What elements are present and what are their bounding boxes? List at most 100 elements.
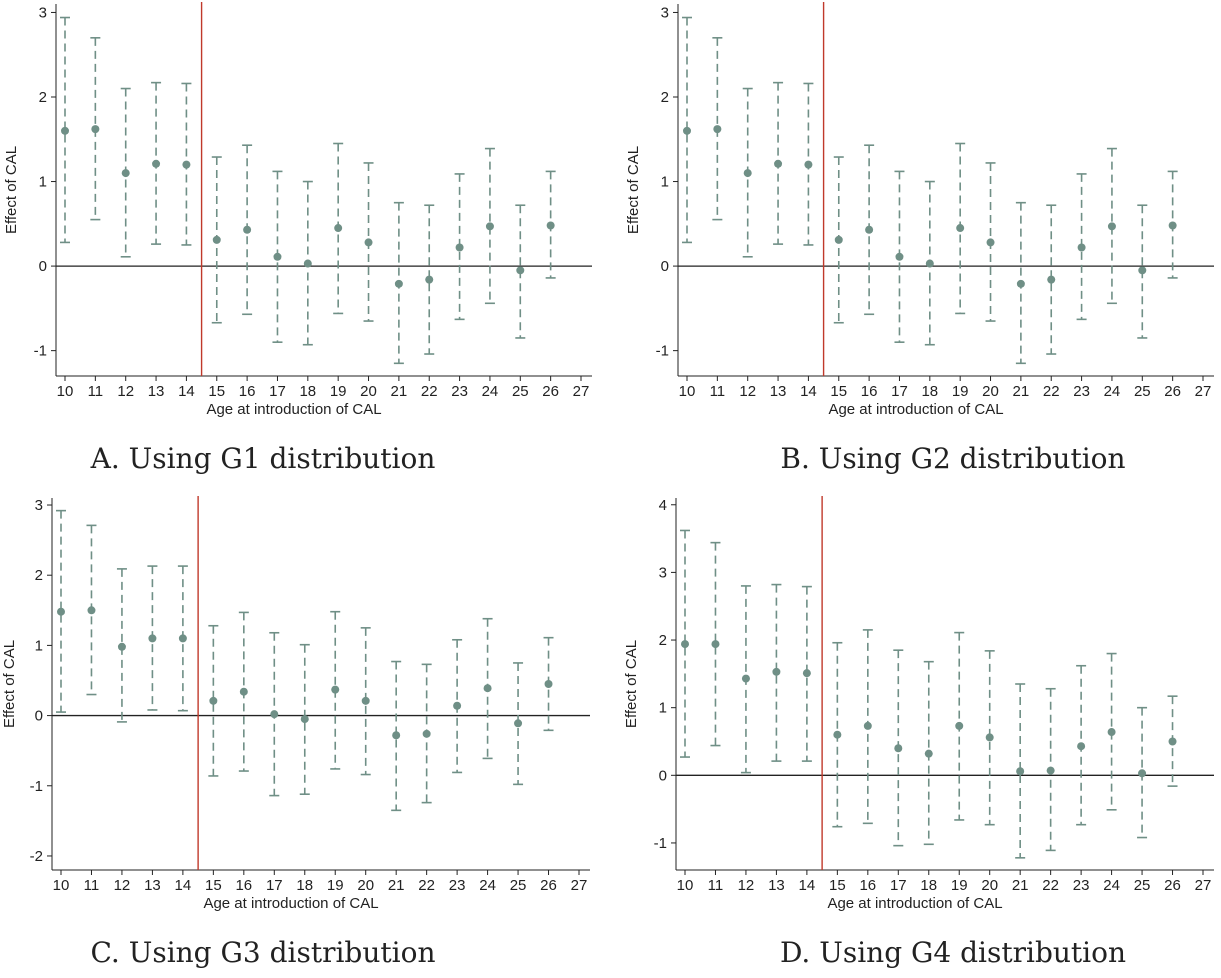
x-tick-label-d: 15: [829, 877, 846, 894]
x-tick-label-b: 13: [770, 383, 787, 400]
y-tick-label-b: 2: [661, 89, 669, 106]
x-tick-label-a: 21: [391, 383, 408, 400]
point-estimate-c: [239, 687, 248, 696]
point-estimate-b: [1168, 221, 1177, 230]
x-tick-label-d: 18: [920, 877, 937, 894]
y-tick-label-c: -1: [30, 778, 43, 795]
x-tick-label-d: 16: [859, 877, 876, 894]
point-estimate-a: [516, 266, 525, 275]
caption-a: A. Using G1 distribution: [90, 442, 436, 475]
point-estimate-d: [894, 744, 903, 753]
x-tick-label-d: 21: [1012, 877, 1029, 894]
x-tick-label-a: 18: [299, 383, 316, 400]
caption-b: B. Using G2 distribution: [780, 442, 1125, 475]
x-tick-label-c: 15: [205, 877, 222, 894]
x-tick-label-a: 14: [178, 383, 195, 400]
point-estimate-b: [895, 252, 904, 261]
point-estimate-b: [683, 126, 691, 135]
point-estimate-a: [121, 169, 130, 178]
x-tick-label-b: 24: [1104, 383, 1121, 400]
point-estimate-d: [924, 749, 933, 758]
x-tick-label-b: 23: [1073, 383, 1090, 400]
x-axis-title-d: Age at introduction of CAL: [827, 895, 1002, 912]
point-estimate-b: [1107, 222, 1116, 231]
x-tick-label-b: 27: [1195, 383, 1212, 400]
point-estimate-d: [681, 640, 689, 649]
x-tick-label-a: 16: [239, 383, 256, 400]
x-axis-title-a: Age at introduction of CAL: [206, 401, 381, 418]
x-tick-label-a: 22: [421, 383, 438, 400]
point-estimate-b: [1077, 243, 1086, 252]
x-tick-label-b: 15: [830, 383, 847, 400]
point-estimate-c: [331, 685, 340, 694]
x-tick-label-d: 24: [1103, 877, 1120, 894]
x-tick-label-d: 17: [890, 877, 907, 894]
x-tick-label-b: 19: [952, 383, 969, 400]
point-estimate-b: [986, 238, 995, 247]
y-tick-label-c: -2: [30, 848, 43, 865]
y-tick-label-b: 1: [661, 174, 669, 191]
point-estimate-b: [804, 160, 813, 169]
point-estimate-c: [483, 684, 492, 693]
x-tick-label-a: 27: [573, 383, 590, 400]
y-axis-title-d: Effect of CAL: [623, 640, 640, 728]
point-estimate-a: [91, 125, 100, 134]
x-tick-label-c: 23: [449, 877, 466, 894]
point-estimate-b: [834, 235, 843, 244]
point-estimate-b: [956, 224, 965, 233]
y-tick-label-a: 1: [39, 174, 47, 191]
x-tick-label-c: 14: [175, 877, 192, 894]
x-tick-label-d: 19: [951, 877, 968, 894]
x-tick-label-a: 26: [542, 383, 559, 400]
point-estimate-c: [148, 634, 157, 643]
point-estimate-d: [1168, 737, 1177, 746]
x-tick-label-d: 11: [708, 877, 724, 894]
x-tick-label-c: 27: [571, 877, 588, 894]
point-estimate-a: [182, 160, 191, 169]
x-tick-label-c: 12: [114, 877, 131, 894]
point-estimate-c: [361, 696, 370, 705]
point-estimate-c: [544, 680, 553, 688]
x-tick-label-c: 19: [327, 877, 344, 894]
y-tick-label-d: 4: [659, 497, 667, 514]
y-tick-label-b: -1: [656, 343, 669, 360]
point-estimate-b: [925, 259, 934, 268]
point-estimate-a: [485, 222, 494, 231]
x-tick-label-a: 24: [482, 383, 499, 400]
point-estimate-c: [270, 710, 279, 719]
x-tick-label-d: 12: [738, 877, 755, 894]
point-estimate-a: [152, 159, 161, 168]
point-estimate-d: [711, 640, 720, 649]
x-tick-label-d: 22: [1042, 877, 1059, 894]
point-estimate-c: [87, 606, 96, 615]
x-tick-label-c: 18: [296, 877, 313, 894]
point-estimate-d: [863, 721, 872, 730]
point-estimate-b: [743, 169, 752, 178]
x-tick-label-c: 22: [418, 877, 435, 894]
point-estimate-a: [455, 243, 464, 252]
point-estimate-b: [1016, 279, 1025, 288]
x-tick-label-b: 20: [982, 383, 999, 400]
point-estimate-a: [273, 252, 282, 261]
point-estimate-a: [334, 224, 343, 233]
y-tick-label-c: 2: [35, 567, 43, 584]
point-estimate-b: [713, 125, 722, 134]
y-tick-label-a: 2: [39, 89, 47, 106]
x-tick-label-c: 13: [144, 877, 161, 894]
x-tick-label-a: 15: [208, 383, 225, 400]
y-tick-label-d: 1: [659, 700, 667, 717]
point-estimate-d: [833, 730, 842, 739]
point-estimate-a: [394, 279, 403, 288]
x-tick-label-a: 13: [148, 383, 165, 400]
x-tick-label-d: 23: [1073, 877, 1090, 894]
x-tick-label-c: 10: [53, 877, 70, 894]
point-estimate-d: [1077, 742, 1086, 751]
x-tick-label-c: 17: [266, 877, 283, 894]
y-tick-label-a: 3: [39, 4, 47, 21]
point-estimate-c: [117, 642, 126, 651]
